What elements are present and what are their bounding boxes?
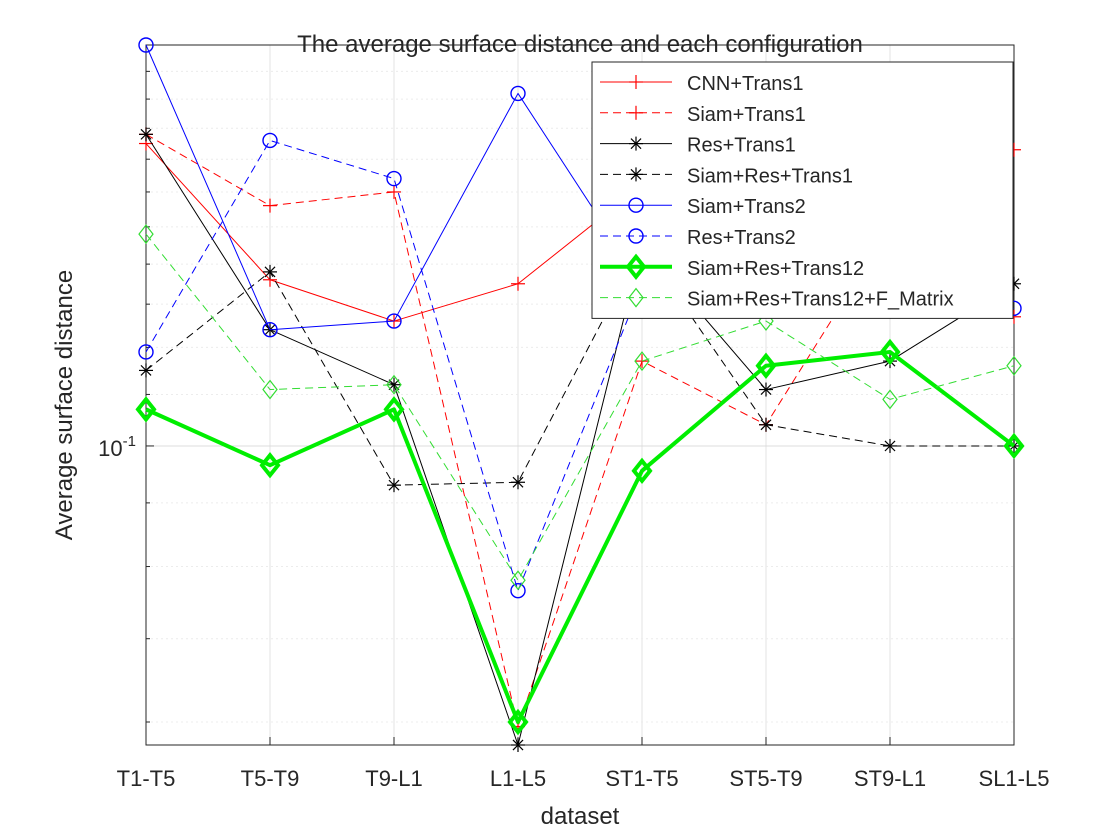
data-point [759,382,773,397]
data-point [139,363,153,378]
data-point [138,344,154,360]
asterisk-stroke [884,440,896,452]
y-tick-label: 10-1 [98,433,136,461]
data-point [883,438,897,453]
data-point [386,170,402,187]
data-point [263,198,277,213]
legend-label: Res+Trans1 [687,135,796,157]
legend-item: Res+Trans1 [600,135,796,157]
data-point [386,313,402,329]
data-point [262,321,278,338]
data-point [262,379,278,400]
series-line [145,134,1015,746]
series-line [145,349,1016,725]
data-point [139,127,153,142]
series [139,238,1021,493]
legend-label: Siam+Trans2 [687,196,806,218]
legend-box [591,61,1014,319]
legend-label: Siam+Res+Trans12 [687,258,864,280]
data-point [759,417,773,432]
legend-marker [628,287,644,308]
legend-item: Res+Trans2 [600,227,796,249]
x-tick-label: T5-T9 [241,766,300,791]
legend-marker [629,136,643,151]
asterisk-stroke [760,384,772,396]
legend-item: Siam+Res+Trans1 [600,165,853,187]
asterisk-stroke [630,138,642,150]
asterisk-stroke [388,479,400,491]
data-point [631,457,653,485]
data-point [383,396,405,423]
x-axis-label: dataset [541,803,620,830]
data-point [262,132,278,149]
x-tick-label: T1-T5 [117,766,176,791]
y-axis-label: Average surface distance [51,270,78,540]
data-point [138,224,154,245]
legend-item: CNN+Trans1 [600,73,804,95]
axis-ticks: T1-T5 T5-T9 T9-L1 L1-L5 ST1-T5 ST5-T9 ST9-L1 SL… [117,70,1050,791]
data-point [510,583,526,599]
plot-frame [145,44,1015,746]
data-point [511,738,525,752]
series-line [145,233,1015,581]
asterisk-stroke [630,168,642,180]
asterisk-stroke [760,419,772,431]
asterisk-stroke [388,379,400,391]
legend-label: Siam+Res+Trans12+F_Matrix [687,289,954,311]
data-point [755,352,777,379]
legend-marker [629,167,643,182]
chart-title: The average surface distance and each co… [297,31,863,58]
data-point [1003,432,1025,460]
data-point [387,478,401,493]
data-point [259,451,281,479]
x-tick-label: SL1-L5 [979,766,1050,791]
data-point [882,389,898,410]
data-point [510,85,526,102]
legend-marker [628,228,644,244]
asterisk-stroke [512,476,524,488]
data-point [386,374,402,395]
data-point [507,708,529,736]
data-point [1006,355,1022,376]
data-point [510,570,526,591]
legend-label: Siam+Res+Trans1 [687,165,853,187]
x-tick-label: T9-L1 [365,766,422,791]
legend-item: Siam+Trans1 [600,104,806,126]
legend-marker [629,75,643,89]
asterisk-stroke [140,364,152,376]
data-point [135,396,157,423]
x-tick-label: L1-L5 [490,766,546,791]
asterisk-stroke [140,128,152,140]
series [135,338,1025,736]
data-point [879,338,901,366]
legend-marker [625,253,647,281]
legend-item: Siam+Trans2 [600,196,806,218]
legend-label: CNN+Trans1 [687,73,804,95]
legend-item: Siam+Res+Trans12+F_Matrix [600,287,954,311]
data-point [138,37,154,53]
legend-marker [628,197,644,213]
data-point [634,351,650,372]
x-tick-label: ST9-L1 [854,766,926,791]
legend-label: Res+Trans2 [687,227,796,249]
data-point [263,264,277,279]
series-line [145,244,1014,486]
legend-label: Siam+Trans1 [687,104,806,126]
x-tick-label: ST5-T9 [729,766,802,791]
asterisk-stroke [512,739,524,751]
legend: CNN+Trans1 Siam+Trans1 Res+Trans1 Siam+Res+… [591,61,1014,319]
series-line [145,139,643,592]
data-point [511,276,525,291]
legend-marker [629,105,643,120]
x-tick-label: ST1-T5 [605,766,678,791]
data-point [387,184,401,199]
legend-item: Siam+Res+Trans12 [600,253,864,281]
data-point [511,475,525,490]
asterisk-stroke [264,266,276,278]
